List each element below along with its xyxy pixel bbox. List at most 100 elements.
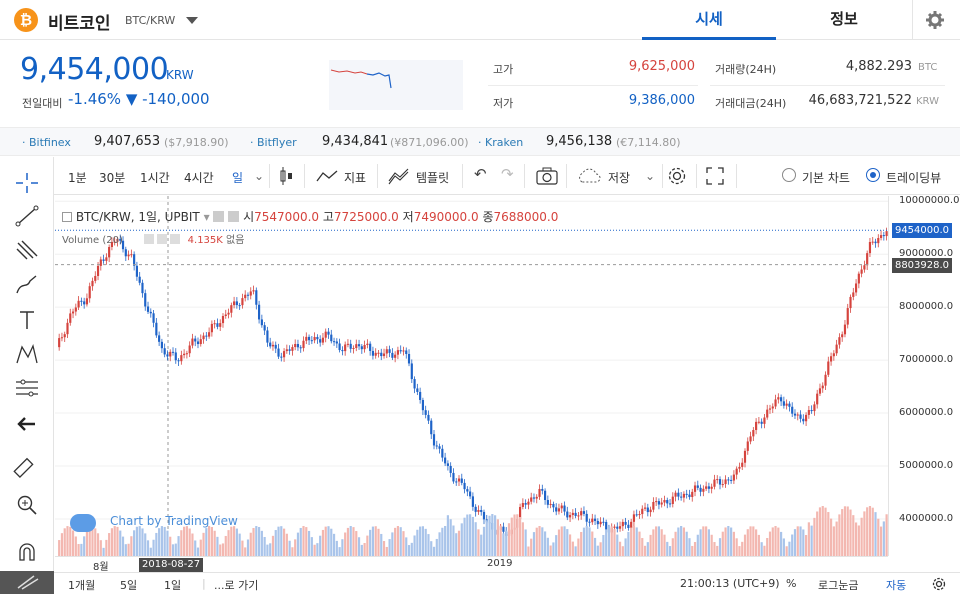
tradingview-logo-icon — [70, 514, 96, 532]
volume-value: 4,882.293 — [845, 59, 912, 74]
candle — [874, 241, 877, 244]
candle — [649, 509, 652, 513]
candle — [827, 361, 830, 375]
redo-icon[interactable]: ↷ — [501, 165, 514, 183]
auto-toggle[interactable]: 자동 — [886, 579, 907, 592]
ruler-icon[interactable] — [13, 457, 41, 483]
eye-icon[interactable] — [213, 211, 225, 222]
candle — [716, 479, 719, 481]
brush-icon[interactable] — [13, 271, 41, 297]
interval-1m[interactable]: 1분 — [68, 171, 87, 185]
fib-tool-icon[interactable] — [13, 237, 41, 263]
log-toggle[interactable]: 로그눈금 — [818, 579, 859, 592]
volume-bar — [171, 544, 175, 556]
volume-bar — [269, 543, 272, 556]
eye-icon[interactable] — [144, 234, 155, 244]
candle — [860, 269, 863, 274]
candle — [113, 241, 116, 243]
candle — [777, 397, 780, 400]
chevron-down-icon[interactable] — [186, 17, 198, 24]
range-1m[interactable]: 1개월 — [68, 579, 96, 592]
candle — [810, 410, 813, 412]
tab-price[interactable]: 시세 — [642, 0, 776, 40]
tradingview-label[interactable]: 트레이딩뷰 — [886, 171, 942, 185]
pattern-tool-icon[interactable] — [13, 341, 41, 367]
tradingview-radio[interactable] — [866, 168, 880, 182]
templates-button[interactable]: 템플릿 — [416, 171, 450, 185]
magnet-icon[interactable] — [13, 539, 41, 565]
settings-button[interactable] — [912, 0, 960, 40]
interval-dropdown-icon[interactable]: ⌄ — [254, 169, 265, 183]
bottom-bar: 1개월 5일 1일 | ...로 가기 21:00:13 (UTC+9) % 로… — [54, 572, 960, 594]
candle — [588, 521, 591, 523]
camera-icon[interactable] — [536, 167, 558, 185]
volume-bar — [332, 533, 336, 556]
candle — [788, 403, 791, 407]
trend-line-icon[interactable] — [13, 203, 41, 229]
zoom-in-icon[interactable] — [13, 492, 41, 518]
candle — [180, 355, 183, 362]
amount-unit: KRW — [916, 96, 939, 107]
time-axis[interactable]: 8월 2018-08-27 2019 — [55, 556, 888, 573]
save-dropdown-icon[interactable]: ⌄ — [645, 169, 656, 183]
volume-bar — [724, 527, 727, 556]
range-1d[interactable]: 1일 — [164, 579, 182, 592]
candle — [541, 488, 544, 491]
cloud-icon[interactable] — [576, 168, 602, 184]
candle — [449, 465, 452, 473]
indicators-icon[interactable] — [316, 169, 338, 183]
volume-bar — [768, 531, 772, 556]
interval-30m[interactable]: 30분 — [99, 171, 126, 185]
watermark: Chart by TradingView — [110, 514, 238, 528]
candle — [149, 311, 152, 314]
candle — [857, 273, 860, 284]
volume-bar — [280, 526, 283, 556]
settings-small-icon[interactable] — [157, 234, 168, 244]
collapse-icon[interactable] — [62, 212, 72, 222]
basic-chart-radio[interactable] — [782, 168, 796, 182]
interval-4h[interactable]: 4시간 — [184, 171, 214, 185]
candle — [285, 349, 288, 352]
settings-small-icon[interactable] — [228, 211, 240, 222]
crosshair-icon[interactable] — [13, 170, 41, 196]
candlestick-chart[interactable] — [55, 196, 888, 556]
coin-name[interactable]: 비트코인 — [48, 14, 111, 34]
volume-bar — [113, 526, 116, 556]
candle — [85, 298, 89, 305]
indicators-button[interactable]: 지표 — [344, 171, 367, 185]
candle — [66, 322, 69, 335]
candle — [266, 330, 269, 343]
undo-icon[interactable]: ↶ — [474, 165, 487, 183]
fullscreen-icon[interactable] — [706, 167, 724, 185]
interval-1h[interactable]: 1시간 — [140, 171, 170, 185]
candle — [782, 401, 785, 406]
interval-1d[interactable]: 일 — [232, 171, 244, 185]
volume-bar — [755, 529, 758, 556]
arrow-left-icon[interactable] — [13, 411, 41, 437]
basic-chart-label[interactable]: 기본 차트 — [802, 171, 850, 185]
measure-tool-icon[interactable] — [13, 375, 41, 401]
candle-style-icon[interactable] — [278, 166, 294, 186]
text-tool-icon[interactable] — [13, 307, 41, 333]
chart-settings-icon[interactable] — [667, 166, 687, 186]
candle — [482, 511, 486, 520]
candle — [369, 343, 372, 351]
gear-icon[interactable] — [932, 577, 946, 591]
templates-icon[interactable] — [388, 167, 410, 185]
tab-info[interactable]: 정보 — [830, 10, 858, 28]
save-button[interactable]: 저장 — [608, 171, 631, 185]
y-tick: 4000000.0 — [899, 512, 954, 524]
price-axis[interactable]: 4000000.0 5000000.0 6000000.0 7000000.0 8000… — [888, 195, 960, 556]
close-icon[interactable] — [170, 234, 181, 244]
candle — [574, 512, 577, 516]
legend-dropdown-icon[interactable]: ▾ — [203, 210, 210, 224]
goto-date-button[interactable]: ...로 가기 — [214, 579, 259, 592]
candle — [555, 507, 558, 512]
range-5d[interactable]: 5일 — [120, 579, 138, 592]
candle — [377, 352, 380, 354]
percent-toggle[interactable]: % — [786, 577, 797, 590]
volume-bar — [843, 506, 847, 556]
remove-drawings-button[interactable] — [0, 571, 54, 594]
exchange-name: · Kraken — [478, 136, 524, 149]
coin-pair[interactable]: BTC/KRW — [125, 14, 176, 27]
